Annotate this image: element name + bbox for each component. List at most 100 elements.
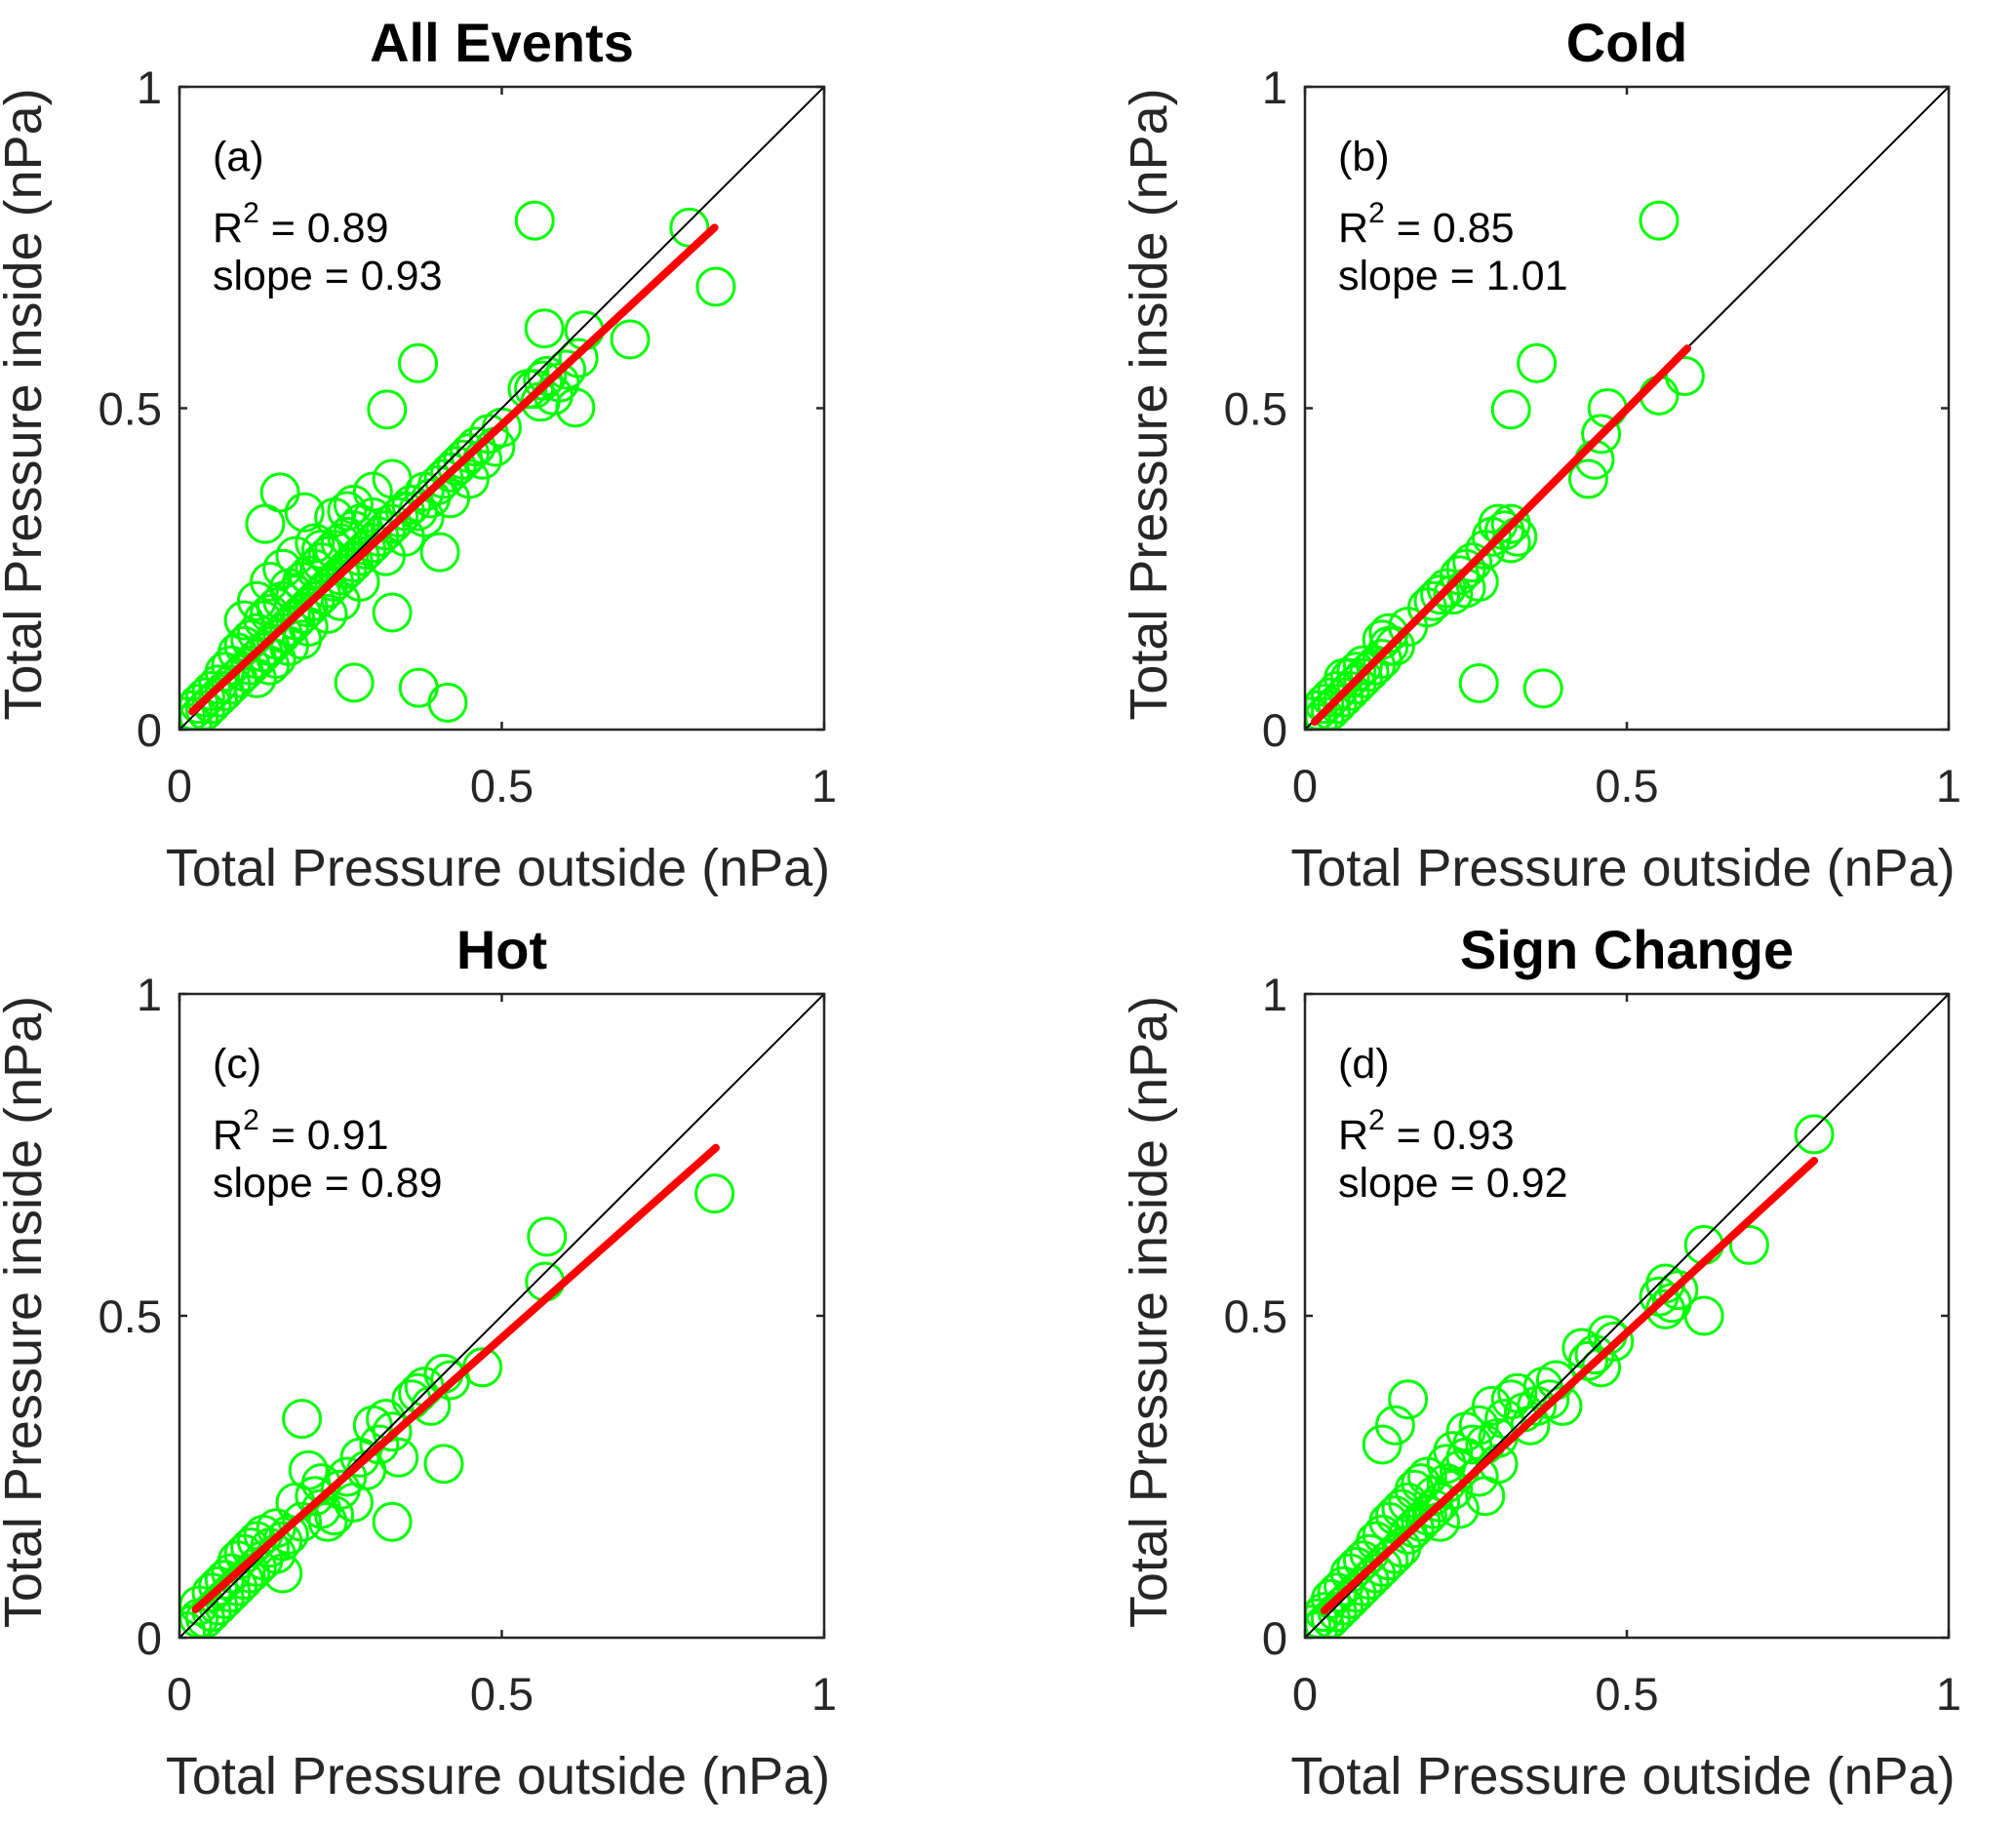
data-point <box>1452 1424 1493 1465</box>
r-squared-value: = 0.89 <box>271 205 389 252</box>
plot-area <box>179 994 824 1638</box>
slope-text: slope = 0.92 <box>1338 1160 1568 1207</box>
data-point <box>288 1449 329 1490</box>
x-axis-label: Total Pressure outside (nPa) <box>1290 1747 1955 1805</box>
data-point <box>282 1501 323 1542</box>
data-point <box>1587 388 1628 428</box>
x-axis-label: Total Pressure outside (nPa) <box>166 839 830 897</box>
y-tick-label: 0.5 <box>99 1290 162 1342</box>
data-point <box>262 1553 303 1594</box>
r-squared-text: R2 = 0.93 <box>1338 1104 1515 1159</box>
data-point <box>184 677 225 718</box>
fit-line <box>1310 344 1692 727</box>
data-point <box>327 516 368 557</box>
slope-text: slope = 1.01 <box>1338 253 1568 299</box>
panel-label: (a) <box>213 134 264 180</box>
data-point <box>1594 1321 1635 1362</box>
data-point <box>378 497 419 538</box>
data-point <box>295 523 336 564</box>
data-point <box>284 492 325 533</box>
data-point <box>1490 389 1531 430</box>
data-point <box>1522 668 1563 709</box>
plot-area <box>179 87 824 730</box>
data-point <box>1471 1385 1512 1426</box>
data-point <box>367 389 408 430</box>
r-squared-symbol: R <box>1338 1112 1368 1159</box>
data-point <box>398 342 439 383</box>
y-tick-label: 0.5 <box>1224 383 1287 435</box>
data-point <box>179 1610 207 1638</box>
data-point <box>1581 414 1622 455</box>
y-tick-label: 1 <box>1262 969 1287 1020</box>
data-point <box>694 1173 735 1214</box>
y-tick-label: 1 <box>137 969 162 1020</box>
r-squared-value: = 0.91 <box>271 1112 389 1159</box>
data-point <box>300 529 341 570</box>
data-point <box>1664 356 1705 397</box>
data-point <box>1728 1224 1769 1265</box>
data-point <box>1567 458 1608 499</box>
y-axis-label: Total Pressure inside (nPa) <box>0 88 53 720</box>
data-point <box>1458 663 1499 704</box>
data-point <box>327 1456 368 1497</box>
data-point <box>245 503 286 544</box>
r-squared-superscript: 2 <box>243 197 259 229</box>
data-point <box>1406 1456 1447 1497</box>
data-point <box>391 484 432 525</box>
r-squared-value: = 0.93 <box>1397 1112 1515 1159</box>
data-point <box>610 319 651 360</box>
data-point <box>262 548 303 589</box>
data-point <box>352 471 393 512</box>
data-point <box>359 1424 400 1465</box>
data-point <box>1639 375 1680 416</box>
y-tick-label: 0 <box>1262 704 1287 756</box>
data-point <box>1639 200 1680 241</box>
y-tick-label: 0 <box>137 1612 162 1664</box>
y-tick-label: 1 <box>1262 61 1287 113</box>
panel-d: 0 0.5 1 0 0.5 1 Sign Change Total Pressure outs… <box>1120 919 1961 1805</box>
r-squared-value: = 0.85 <box>1397 205 1515 252</box>
x-tick-label: 0.5 <box>470 760 534 812</box>
fit-line <box>191 1143 720 1613</box>
data-point <box>527 1216 568 1257</box>
data-point <box>1794 1114 1835 1155</box>
x-tick-label: 0 <box>1292 1668 1318 1720</box>
panel-title: Hot <box>456 919 547 980</box>
data-point <box>339 561 380 602</box>
r-squared-symbol: R <box>1338 205 1368 252</box>
data-point <box>1581 1347 1622 1388</box>
data-point <box>372 1501 413 1542</box>
data-point <box>1374 625 1415 666</box>
r-squared-superscript: 2 <box>243 1104 259 1136</box>
r-squared-superscript: 2 <box>1368 1104 1385 1136</box>
r-squared-symbol: R <box>213 1112 243 1159</box>
data-point <box>1658 1270 1699 1311</box>
slope-text: slope = 0.93 <box>213 253 443 299</box>
data-point <box>1458 561 1499 602</box>
plot-area <box>1305 994 1949 1638</box>
data-point <box>449 458 490 499</box>
data-point <box>372 592 413 633</box>
x-tick-label: 0.5 <box>1595 760 1658 812</box>
data-point <box>307 593 348 634</box>
x-tick-label: 1 <box>1936 1668 1961 1720</box>
data-point <box>1517 342 1558 383</box>
fit-line <box>1320 1156 1819 1615</box>
x-tick-label: 1 <box>1936 760 1961 812</box>
x-axis-label: Total Pressure outside (nPa) <box>1290 839 1955 897</box>
data-point <box>514 200 555 241</box>
data-point <box>1490 503 1531 544</box>
y-tick-label: 1 <box>137 61 162 113</box>
panel-b: 0 0.5 1 0 0.5 1 Cold Total Pressure outside (nP… <box>1120 12 1961 897</box>
y-axis-label: Total Pressure inside (nPa) <box>0 996 53 1628</box>
y-tick-label: 0 <box>137 704 162 756</box>
data-point <box>398 667 439 708</box>
r-squared-superscript: 2 <box>1368 197 1385 229</box>
x-tick-label: 0 <box>167 760 192 812</box>
y-axis-label: Total Pressure inside (nPa) <box>1120 996 1178 1628</box>
data-point <box>427 682 468 723</box>
data-point <box>1452 542 1493 583</box>
data-point <box>1305 1605 1332 1638</box>
data-point <box>268 1514 309 1555</box>
